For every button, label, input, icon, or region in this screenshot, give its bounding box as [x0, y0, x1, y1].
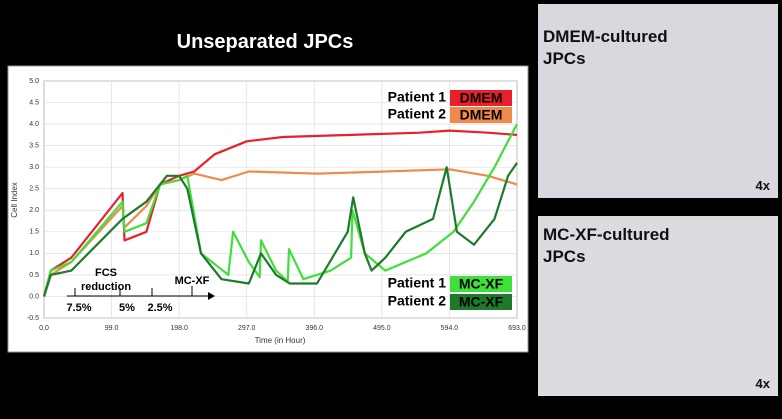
annotation: 7.5%	[66, 302, 91, 314]
legend-swatch	[450, 276, 512, 292]
image-label: MC-XF-cultured	[543, 225, 670, 244]
image-label: DMEM-cultured	[543, 27, 668, 46]
annotation: FCS	[95, 267, 117, 279]
y-axis-label: Cell Index	[10, 182, 19, 218]
y-tick-label: -0.5	[27, 315, 39, 322]
legend-medium: DMEM	[460, 107, 503, 123]
y-tick-label: 0.5	[29, 272, 39, 279]
y-tick-label: 4.5	[29, 99, 39, 106]
legend-name: Patient 2	[388, 293, 447, 309]
legend-swatch	[450, 107, 512, 123]
x-tick-label: 594.0	[441, 325, 459, 332]
image-label: JPCs	[543, 49, 586, 68]
y-tick-label: 3.0	[29, 164, 39, 171]
chart-title: Unseparated JPCs	[177, 31, 354, 53]
lines	[42, 123, 518, 297]
legend-medium: MC-XF	[459, 294, 504, 310]
x-axis-label: Time (in Hour)	[255, 336, 306, 345]
annotation: 5%	[119, 302, 135, 314]
legend-name: Patient 1	[388, 89, 447, 105]
legend-name: Patient 1	[388, 275, 447, 291]
x-tick-label: 495.0	[373, 325, 391, 332]
annotation: MC-XF	[175, 275, 210, 287]
annotation: 2.5%	[147, 302, 172, 314]
arrow-head	[208, 292, 215, 300]
y-tick-label: 1.5	[29, 229, 39, 236]
annotation: reduction	[81, 281, 131, 293]
legend-medium: MC-XF	[459, 276, 504, 292]
series-line	[42, 123, 518, 297]
x-tick-label: 198.0	[170, 325, 188, 332]
legend-name: Patient 2	[388, 106, 447, 122]
x-tick-label: 396.0	[306, 325, 324, 332]
magnification: 4x	[756, 178, 771, 193]
image-label: JPCs	[543, 247, 586, 266]
x-tick-label: 99.0	[105, 325, 119, 332]
y-tick-label: 3.5	[29, 142, 39, 149]
x-tick-label: 0.0	[39, 325, 49, 332]
y-tick-label: 1.0	[29, 250, 39, 257]
series-line	[42, 129, 518, 297]
y-tick-label: 4.0	[29, 121, 39, 128]
grid: -0.50.00.51.01.52.02.53.03.54.04.55.00.0…	[27, 78, 526, 332]
magnification: 4x	[756, 376, 771, 391]
y-tick-label: 2.5	[29, 186, 39, 193]
micrograph	[538, 216, 778, 396]
x-tick-label: 297.0	[238, 325, 256, 332]
x-tick-label: 693.0	[508, 325, 526, 332]
micrograph	[538, 4, 778, 198]
y-tick-label: 5.0	[29, 78, 39, 85]
legend-swatch	[450, 90, 512, 106]
y-tick-label: 2.0	[29, 207, 39, 214]
legend: Patient 1 DMEM Patient 2 DMEM Patient 1 MC-XF…	[388, 89, 512, 310]
series-line	[42, 162, 518, 297]
y-tick-label: 0.0	[29, 293, 39, 300]
legend-medium: DMEM	[460, 90, 503, 106]
legend-swatch	[450, 294, 512, 310]
